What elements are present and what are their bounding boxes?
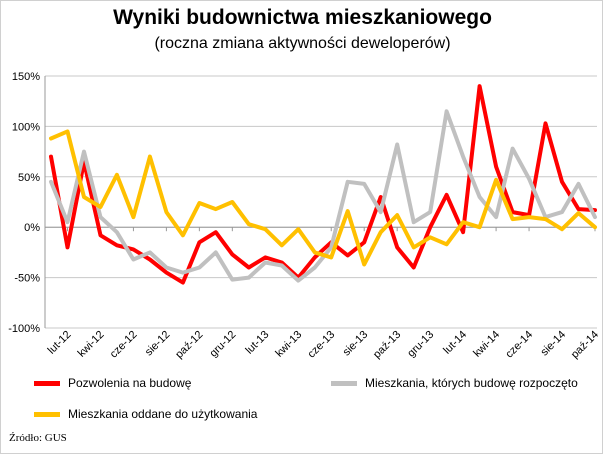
legend-item-pozwolenia: Pozwolenia na budowę — [34, 376, 191, 390]
x-tick-label: cze-12 — [108, 329, 140, 361]
series-line-2 — [49, 129, 597, 267]
legend-item-oddane: Mieszkania oddane do użytkowania — [34, 407, 257, 421]
legend-swatch-gray — [331, 380, 357, 386]
x-tick-label: cze-14 — [503, 329, 535, 361]
x-tick-label: lut-14 — [441, 329, 469, 357]
x-tick-label: kwi-14 — [471, 329, 502, 360]
legend-label-pozwolenia: Pozwolenia na budowę — [68, 376, 192, 390]
chart-subtitle: (roczna zmiana aktywności deweloperów) — [154, 35, 451, 52]
source-note: Źródło: GUS — [9, 432, 67, 444]
x-tick-label: cze-13 — [306, 329, 338, 361]
x-tick-label: sie-14 — [538, 329, 568, 359]
x-tick-label: paź-13 — [371, 329, 403, 361]
y-tick-label: -50% — [14, 273, 40, 285]
y-tick-label: 0% — [24, 222, 40, 234]
legend-item-rozpoczete: Mieszkania, których budowę rozpoczęto — [331, 376, 578, 390]
y-tick-label: 150% — [12, 71, 40, 83]
x-tick-label: sie-12 — [143, 329, 173, 359]
chart-title: Wyniki budownictwa mieszkaniowego — [113, 6, 492, 29]
legend-label-oddane: Mieszkania oddane do użytkowania — [68, 407, 258, 421]
x-tick-label: lut-12 — [46, 329, 74, 357]
x-tick-label: gru-13 — [405, 329, 436, 360]
x-tick-label: paź-12 — [173, 329, 205, 361]
y-tick-label: 50% — [18, 172, 40, 184]
x-tick-label: paź-14 — [569, 329, 601, 361]
x-tick-label: kwi-12 — [76, 329, 107, 360]
x-tick-label: lut-13 — [243, 329, 271, 357]
y-tick-label: -100% — [8, 323, 40, 335]
legend-label-rozpoczete: Mieszkania, których budowę rozpoczęto — [365, 376, 578, 390]
x-tick-label: kwi-13 — [273, 329, 304, 360]
legend-swatch-yellow — [34, 411, 60, 417]
series-line-1 — [49, 109, 597, 283]
x-tick-label: sie-13 — [341, 329, 371, 359]
legend-swatch-red — [34, 380, 60, 386]
x-tick-label: gru-12 — [207, 329, 238, 360]
y-tick-label: 100% — [12, 121, 40, 133]
